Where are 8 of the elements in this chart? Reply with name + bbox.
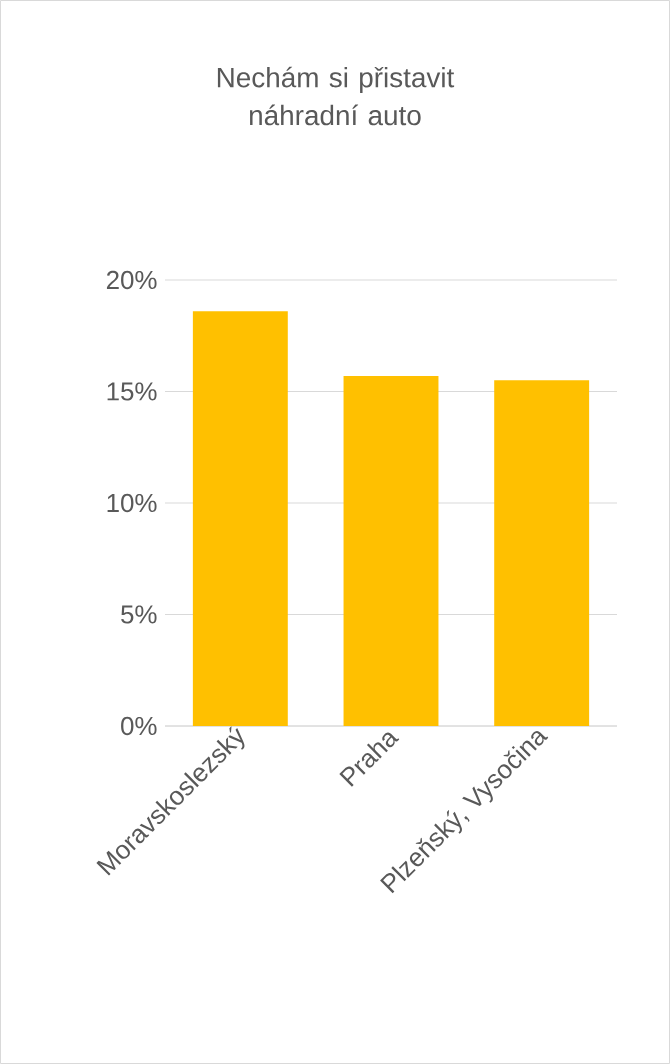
bar	[494, 380, 590, 726]
y-tick-label: 5%	[121, 605, 157, 624]
bar	[192, 311, 288, 726]
y-tick-label: 10%	[107, 493, 157, 513]
y-tick-label: 15%	[107, 382, 157, 401]
y-tick-label: 20%	[106, 270, 157, 290]
bar	[343, 375, 439, 726]
chart-title: Nechám si přistavit náhradní auto	[217, 66, 455, 126]
